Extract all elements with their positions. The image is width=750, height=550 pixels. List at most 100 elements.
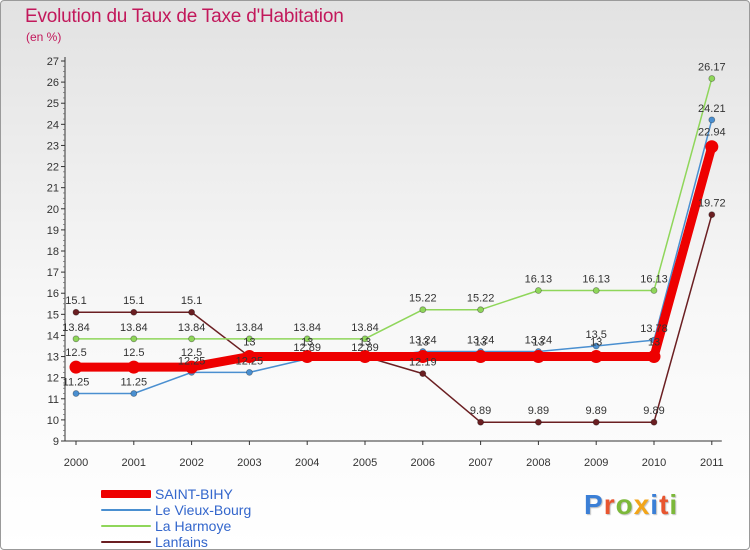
data-label-la-harmoye: 26.17: [698, 62, 726, 74]
data-point-saint-bihy: [185, 360, 199, 374]
data-label-lanfains: 9.89: [585, 405, 606, 417]
data-point-saint-bihy: [474, 350, 488, 364]
chart-title: Evolution du Taux de Taxe d'Habitation: [25, 6, 344, 27]
data-label-le-vieux-bourg: 13.24: [525, 334, 553, 346]
data-point-la-harmoye: [477, 306, 485, 314]
x-tick-label: 2007: [468, 457, 492, 469]
legend-label-lanfains: Lanfains: [155, 534, 208, 550]
data-label-saint-bihy: 13: [648, 337, 660, 349]
data-label-lanfains: 12.19: [409, 357, 437, 369]
y-tick-label: 14: [47, 330, 59, 342]
x-tick-label: 2009: [584, 457, 608, 469]
data-label-saint-bihy: 13: [243, 337, 255, 349]
data-label-saint-bihy: 12.5: [123, 347, 144, 359]
x-tick-label: 2005: [353, 457, 377, 469]
data-label-le-vieux-bourg: 11.25: [120, 377, 147, 389]
axes: 9 10 11 12 13 14 15 16 17 18 19 20 21 22 23 24 25 26 27 200…: [47, 56, 724, 469]
y-tick-label: 22: [47, 162, 59, 174]
data-point-la-harmoye: [592, 287, 600, 294]
data-label-le-vieux-bourg: 11.25: [63, 377, 90, 389]
data-label-saint-bihy: 13: [359, 337, 371, 349]
data-label-la-harmoye: 13.84: [62, 322, 90, 334]
data-point-lanfains: [592, 418, 600, 426]
logo-letter: t: [659, 489, 670, 520]
y-tick-label: 25: [47, 98, 59, 110]
x-tick-label: 2003: [237, 457, 261, 469]
data-label-la-harmoye: 15.22: [467, 293, 495, 305]
data-point-saint-bihy: [242, 350, 256, 364]
y-tick-label: 10: [47, 415, 59, 427]
data-point-saint-bihy: [416, 350, 430, 364]
y-tick-label: 17: [47, 267, 59, 279]
x-tick-label: 2008: [526, 457, 550, 469]
data-point-lanfains: [535, 418, 542, 426]
data-point-lanfains: [72, 308, 80, 316]
data-point-lanfains: [130, 308, 138, 316]
data-label-la-harmoye: 16.13: [582, 273, 610, 285]
y-tick-label: 26: [47, 77, 59, 89]
data-point-la-harmoye: [130, 335, 138, 343]
legend-label-saint-bihy: SAINT-BIHY: [155, 486, 233, 502]
data-point-saint-bihy: [358, 350, 372, 364]
legend-label-le-vieux-bourg: Le Vieux-Bourg: [155, 502, 252, 518]
x-tick-label: 2006: [411, 457, 435, 469]
data-point-lanfains: [419, 370, 427, 378]
data-point-la-harmoye: [361, 335, 369, 343]
data-point-saint-bihy: [69, 360, 83, 374]
data-point-le-vieux-bourg: [130, 390, 138, 397]
data-label-layer: 15.1 15.1 15.1 12.19 9.89 9.89 9.89 9.89 19.72 13…: [62, 62, 725, 418]
series-line-la-harmoye: [75, 77, 713, 340]
data-label-la-harmoye: 13.84: [236, 322, 264, 334]
data-label-la-harmoye: 16.13: [525, 273, 553, 285]
legend-swatch-saint-bihy: [101, 490, 151, 498]
data-point-la-harmoye: [303, 335, 311, 343]
y-tick-label: 11: [48, 394, 59, 406]
data-point-le-vieux-bourg: [245, 368, 253, 376]
data-label-lanfains: 15.1: [65, 295, 86, 307]
y-tick-label: 24: [47, 119, 59, 131]
data-point-le-vieux-bourg: [592, 342, 600, 350]
y-tick-label: 23: [47, 140, 59, 152]
data-label-la-harmoye: 16.13: [640, 273, 668, 285]
x-tick-label: 2001: [122, 457, 146, 469]
y-tick-label: 21: [47, 183, 59, 195]
data-label-le-vieux-bourg: 13.24: [409, 334, 437, 346]
logo-letter: i: [669, 489, 679, 520]
x-tick-label: 2002: [179, 457, 203, 469]
data-point-le-vieux-bourg: [72, 390, 80, 397]
data-label-le-vieux-bourg: 12.25: [236, 355, 264, 367]
data-label-saint-bihy: 13: [474, 337, 486, 349]
data-label-saint-bihy: 13: [301, 337, 313, 349]
data-label-saint-bihy: 22.94: [698, 127, 726, 139]
logo-letter: o: [615, 489, 634, 520]
data-point-saint-bihy: [705, 140, 719, 154]
y-tick-label: 16: [47, 288, 59, 300]
data-label-saint-bihy: 13: [532, 337, 544, 349]
y-tick-label: 13: [47, 352, 59, 364]
y-tick-label: 20: [47, 204, 59, 216]
data-label-la-harmoye: 15.22: [409, 293, 437, 305]
data-label-saint-bihy: 13: [417, 337, 429, 349]
logo-letter: i: [650, 489, 660, 520]
data-point-lanfains: [188, 308, 196, 316]
legend-swatch-le-vieux-bourg: [101, 509, 151, 511]
data-label-la-harmoye: 13.84: [120, 322, 148, 334]
logo-letter: P: [584, 489, 604, 520]
x-tick-label: 2000: [64, 457, 88, 469]
data-point-saint-bihy: [647, 350, 661, 364]
data-label-lanfains: 15.1: [181, 295, 202, 307]
series-line-saint-bihy: [71, 142, 717, 372]
data-point-la-harmoye: [419, 306, 427, 314]
x-tick-label: 2011: [700, 457, 724, 469]
data-point-saint-bihy: [300, 350, 314, 364]
data-point-saint-bihy: [127, 360, 141, 374]
legend-label-la-harmoye: La Harmoye: [155, 518, 232, 534]
data-point-la-harmoye: [72, 335, 80, 343]
data-label-le-vieux-bourg: 13.5: [585, 329, 606, 341]
data-label-saint-bihy: 13: [590, 337, 602, 349]
y-tick-label: 12: [47, 373, 59, 385]
y-tick-label: 19: [47, 225, 59, 237]
data-point-saint-bihy: [531, 350, 545, 364]
data-point-la-harmoye: [708, 75, 716, 82]
